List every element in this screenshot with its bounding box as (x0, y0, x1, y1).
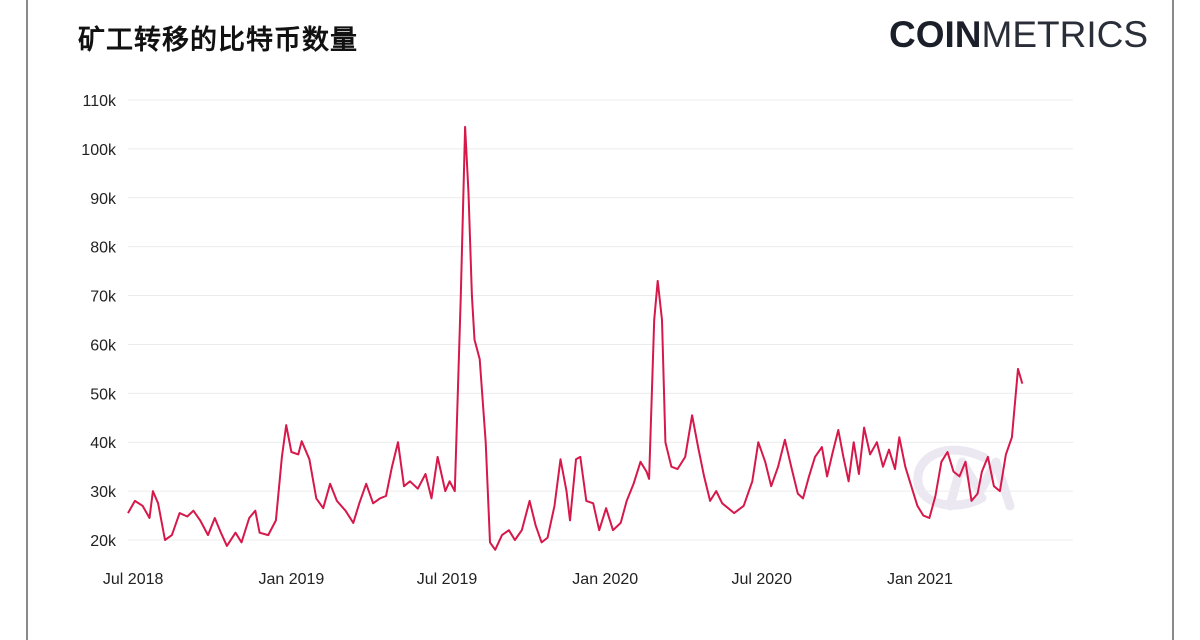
y-tick-label: 30k (90, 484, 117, 501)
series-line (127, 125, 1024, 551)
y-axis-ticks: 20k 30k 40k 50k 60k 70k 80k 90k 100k 110k (81, 93, 117, 550)
y-tick-label: 70k (90, 289, 117, 306)
x-tick-label: Jul 2019 (417, 571, 478, 588)
y-tick-label: 100k (81, 142, 117, 159)
x-tick-label: Jan 2020 (572, 571, 638, 588)
gridlines (128, 99, 1073, 541)
coinmetrics-logo: COINMETRICS (889, 14, 1148, 56)
chart-title: 矿工转移的比特币数量 (78, 25, 358, 56)
y-tick-label: 60k (90, 337, 117, 354)
y-tick-label: 40k (90, 435, 117, 452)
series-group (127, 125, 1024, 551)
x-tick-label: Jan 2019 (258, 571, 324, 588)
chart-frame (26, 0, 1174, 640)
y-tick-label: 110k (82, 93, 117, 110)
y-tick-label: 50k (90, 386, 117, 403)
x-tick-label: Jan 2021 (887, 571, 953, 588)
x-tick-label: Jul 2018 (103, 571, 164, 588)
y-tick-label: 20k (90, 533, 117, 550)
logo-light-part: METRICS (981, 14, 1149, 55)
y-tick-label: 90k (90, 191, 117, 208)
watermark-icon (913, 445, 1015, 511)
x-tick-label: Jul 2020 (731, 571, 792, 588)
y-tick-label: 80k (90, 240, 117, 257)
x-axis-ticks: Jul 2018 Jan 2019 Jul 2019 Jan 2020 Jul 2020… (103, 571, 953, 588)
logo-bold-part: COIN (889, 14, 982, 55)
